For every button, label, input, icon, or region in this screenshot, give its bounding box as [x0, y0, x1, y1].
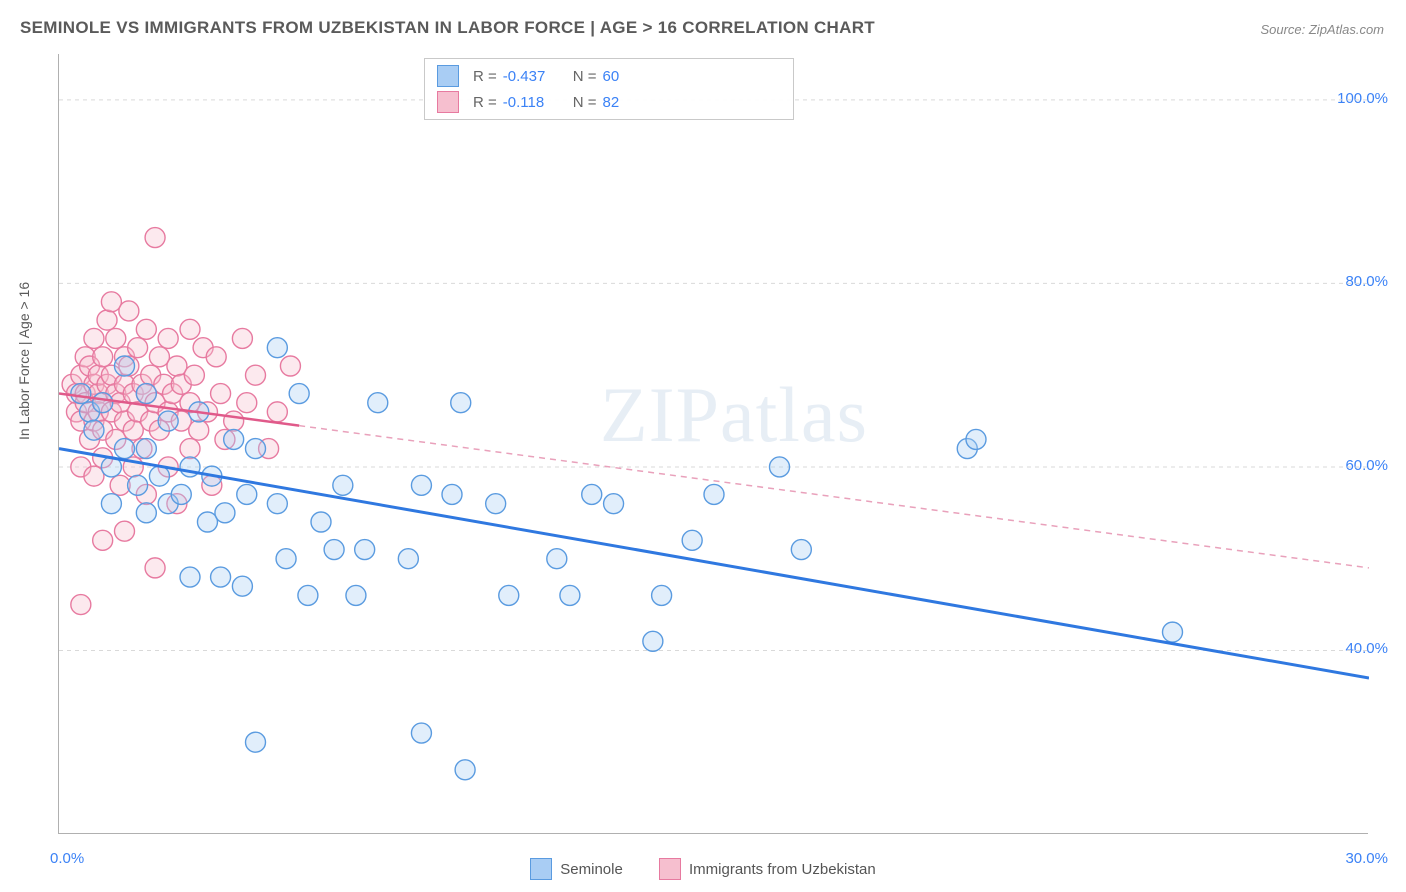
chart-plot-area: [58, 54, 1368, 834]
swatch-seminole: [437, 65, 459, 87]
n-label: N =: [573, 68, 597, 85]
r-label: R =: [473, 94, 497, 111]
legend-item-seminole: Seminole: [530, 858, 623, 880]
swatch-uzbekistan: [437, 91, 459, 113]
legend-item-uzbekistan: Immigrants from Uzbekistan: [659, 858, 876, 880]
legend-label-uzbekistan: Immigrants from Uzbekistan: [689, 861, 876, 878]
n-label: N =: [573, 94, 597, 111]
stats-row-seminole: R = -0.437 N = 60: [425, 63, 793, 89]
r-value-seminole: -0.437: [503, 68, 573, 85]
n-value-seminole: 60: [603, 68, 620, 85]
legend-label-seminole: Seminole: [560, 861, 623, 878]
r-value-uzbekistan: -0.118: [503, 94, 573, 111]
y-axis-label: In Labor Force | Age > 16: [16, 282, 32, 440]
legend-swatch-uzbekistan: [659, 858, 681, 880]
r-label: R =: [473, 68, 497, 85]
scatter-svg: [59, 54, 1369, 834]
stats-row-uzbekistan: R = -0.118 N = 82: [425, 89, 793, 115]
source-attribution: Source: ZipAtlas.com: [1260, 22, 1384, 37]
legend-swatch-seminole: [530, 858, 552, 880]
bottom-legend: Seminole Immigrants from Uzbekistan: [0, 858, 1406, 884]
stats-legend-box: R = -0.437 N = 60 R = -0.118 N = 82: [424, 58, 794, 120]
chart-title: SEMINOLE VS IMMIGRANTS FROM UZBEKISTAN I…: [20, 18, 875, 38]
n-value-uzbekistan: 82: [603, 94, 620, 111]
